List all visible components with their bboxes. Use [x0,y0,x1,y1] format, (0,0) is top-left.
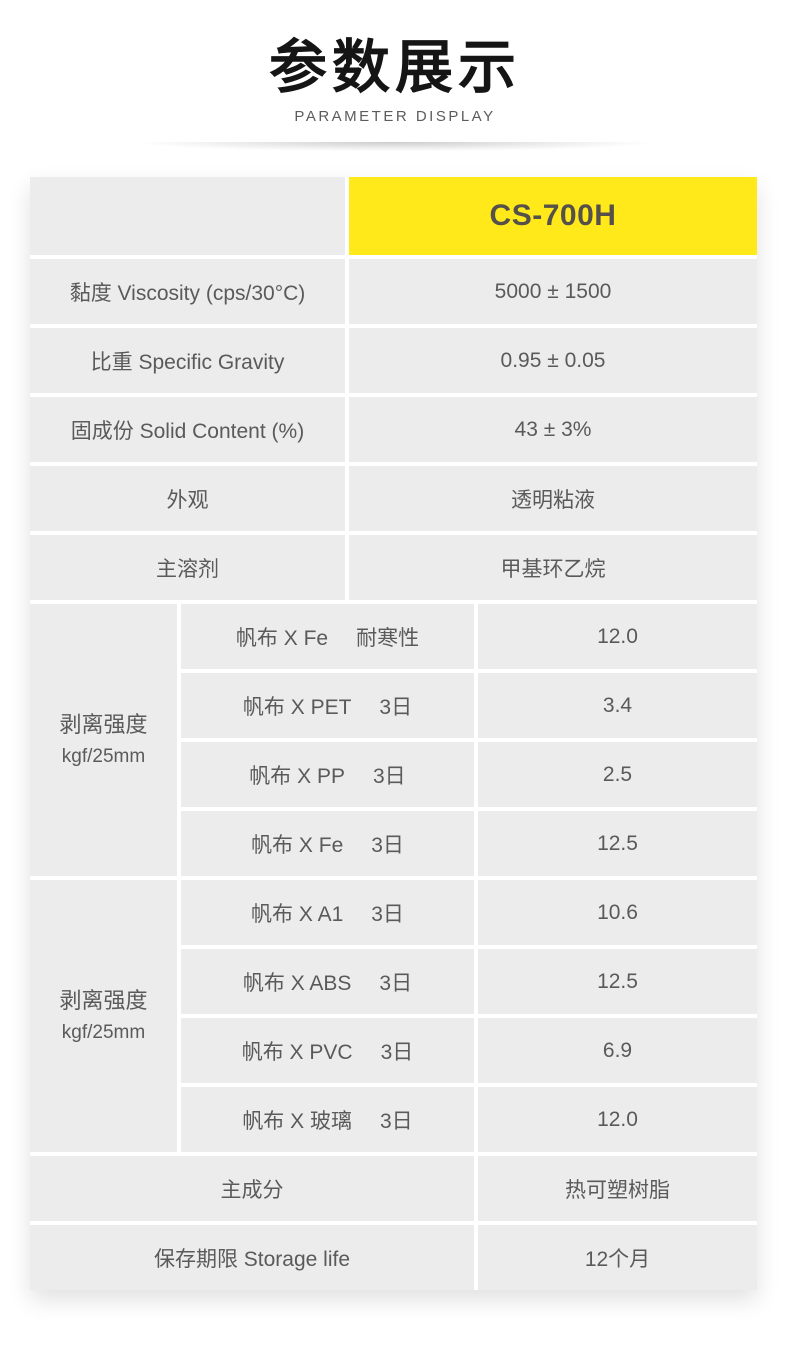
peel-test-condition: 3日 [380,1040,414,1064]
row-label: 比重 Specific Gravity [30,328,345,393]
peel-test-condition: 3日 [379,971,413,995]
table-row-solid-content: 固成份 Solid Content (%) 43 ± 3% [30,397,757,462]
peel-test-cell: 帆布 X Fe 3日 [181,811,474,876]
peel-row-a1: 帆布 X A1 3日 10.6 [181,880,757,945]
table-row-main-component: 主成分 热可塑树脂 [30,1156,757,1221]
peel-test-cell: 帆布 X ABS 3日 [181,949,474,1014]
peel-test-name: 帆布 X A1 [251,902,344,926]
peel-test-condition: 3日 [371,902,404,926]
row-label: 主溶剂 [30,535,345,600]
table-row-viscosity: 黏度 Viscosity (cps/30°C) 5000 ± 1500 [30,259,757,324]
peel-strength-section: 剥离强度 kgf/25mm 剥离强度 kgf/25mm 帆布 X Fe 耐寒性 … [30,604,757,1152]
peel-test-condition: 3日 [379,695,413,719]
peel-test-name: 帆布 X Fe [235,626,329,650]
table-corner-cell [30,177,345,255]
group-label-line1: 剥离强度 [59,712,148,738]
peel-test-cell: 帆布 X PET 3日 [181,673,474,738]
peel-test-value: 12.5 [478,811,757,876]
peel-test-cell: 帆布 X 玻璃 3日 [181,1087,474,1152]
row-label: 固成份 Solid Content (%) [30,397,345,462]
table-header-row: CS-700H [30,177,757,255]
peel-test-name: 帆布 X PVC [241,1040,353,1064]
row-label: 主成分 [30,1156,474,1221]
peel-test-value: 12.5 [478,949,757,1014]
peel-row-glass: 帆布 X 玻璃 3日 12.0 [181,1087,757,1152]
page-title: 参数展示 [268,35,521,100]
row-value: 透明粘液 [349,466,757,531]
peel-test-value: 12.0 [478,1087,757,1152]
row-value: 5000 ± 1500 [349,259,757,324]
peel-test-name: 帆布 X 玻璃 [242,1109,352,1133]
peel-test-value: 3.4 [478,673,757,738]
peel-row-pp: 帆布 X PP 3日 2.5 [181,742,757,807]
row-value: 热可塑树脂 [478,1156,757,1221]
peel-strength-group-2-label: 剥离强度 kgf/25mm [30,880,177,1152]
group-label-line2: kgf/25mm [61,1022,146,1044]
product-name-header: CS-700H [349,177,757,255]
peel-test-cell: 帆布 X Fe 耐寒性 [181,604,474,669]
peel-test-value: 6.9 [478,1018,757,1083]
peel-strength-rows: 帆布 X Fe 耐寒性 12.0 帆布 X PET 3日 3.4 帆布 X PP [181,604,757,1152]
peel-row-pet: 帆布 X PET 3日 3.4 [181,673,757,738]
peel-row-fe-3day: 帆布 X Fe 3日 12.5 [181,811,757,876]
peel-test-cell: 帆布 X A1 3日 [181,880,474,945]
row-value: 甲基环乙烷 [349,535,757,600]
row-value: 43 ± 3% [349,397,757,462]
row-label: 保存期限 Storage life [30,1225,474,1290]
row-value: 0.95 ± 0.05 [349,328,757,393]
group-label-line1: 剥离强度 [59,988,148,1014]
table-row-main-solvent: 主溶剂 甲基环乙烷 [30,535,757,600]
page-header: 参数展示 PARAMETER DISPLAY [0,0,790,177]
table-row-appearance: 外观 透明粘液 [30,466,757,531]
peel-test-value: 10.6 [478,880,757,945]
peel-test-condition: 3日 [373,764,406,788]
peel-test-condition: 3日 [380,1109,413,1133]
peel-test-name: 帆布 X ABS [242,971,352,995]
peel-test-condition: 耐寒性 [356,626,420,650]
page-subtitle: PARAMETER DISPLAY [294,107,496,125]
peel-test-cell: 帆布 X PP 3日 [181,742,474,807]
peel-test-name: 帆布 X PP [249,764,345,788]
peel-strength-group-column: 剥离强度 kgf/25mm 剥离强度 kgf/25mm [30,604,177,1152]
table-row-storage-life: 保存期限 Storage life 12个月 [30,1225,757,1290]
peel-row-pvc: 帆布 X PVC 3日 6.9 [181,1018,757,1083]
header-shadow-divider [45,142,745,155]
peel-test-value: 2.5 [478,742,757,807]
parameter-table: CS-700H 黏度 Viscosity (cps/30°C) 5000 ± 1… [30,177,757,1290]
peel-test-cell: 帆布 X PVC 3日 [181,1018,474,1083]
row-label: 黏度 Viscosity (cps/30°C) [30,259,345,324]
peel-strength-group-1-label: 剥离强度 kgf/25mm [30,604,177,876]
peel-test-name: 帆布 X PET [242,695,352,719]
group-label-line2: kgf/25mm [61,746,146,768]
peel-test-name: 帆布 X Fe [251,833,344,857]
peel-row-fe-cold: 帆布 X Fe 耐寒性 12.0 [181,604,757,669]
row-value: 12个月 [478,1225,757,1290]
row-label: 外观 [30,466,345,531]
peel-row-abs: 帆布 X ABS 3日 12.5 [181,949,757,1014]
peel-test-condition: 3日 [371,833,404,857]
table-row-specific-gravity: 比重 Specific Gravity 0.95 ± 0.05 [30,328,757,393]
peel-test-value: 12.0 [478,604,757,669]
